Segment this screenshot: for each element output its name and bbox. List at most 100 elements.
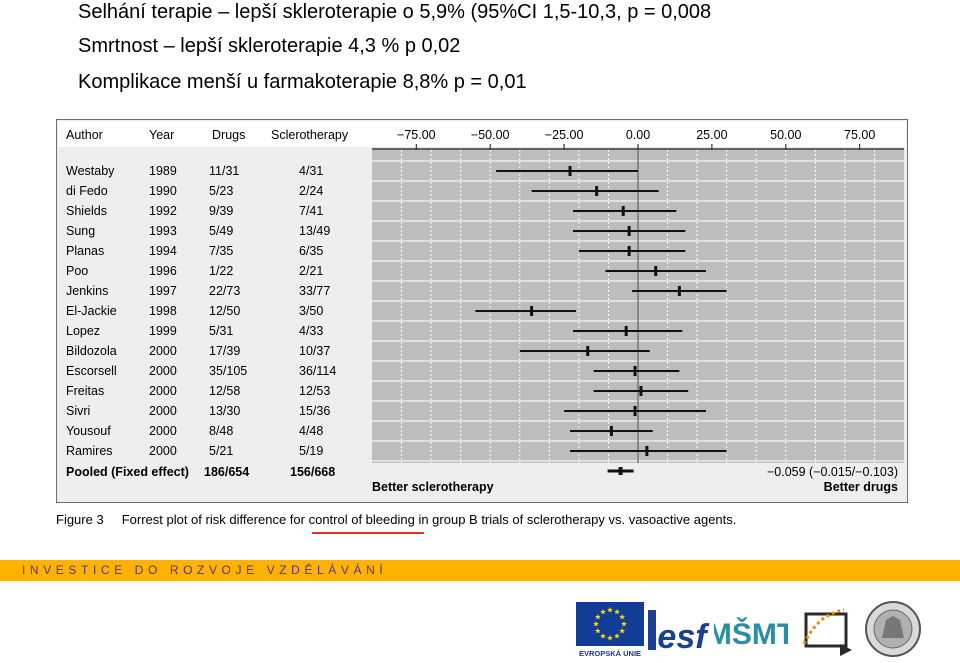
pooled-estimate: −0.059 (−0.015/−0.103): [767, 465, 898, 479]
point-estimate: [639, 386, 643, 396]
row-drugs: 1/22: [209, 264, 233, 278]
msmt-logo: MŠMT: [714, 617, 788, 651]
pooled-estimate: [618, 467, 623, 475]
row-sclero: 3/50: [299, 304, 323, 318]
row-year: 1990: [149, 184, 177, 198]
point-estimate: [530, 306, 534, 316]
pooled-label: Pooled (Fixed effect): [66, 465, 189, 479]
row-drugs: 35/105: [209, 364, 247, 378]
plot-grid: [372, 150, 904, 463]
caption-text: Forrest plot of risk difference for cont…: [121, 512, 737, 527]
op-vk-logo: [802, 608, 852, 656]
row-year: 2000: [149, 364, 177, 378]
eu-star: [595, 628, 601, 634]
msmt-wordmark: MŠMT: [714, 617, 788, 651]
pooled-mark: [607, 467, 634, 475]
row-sclero: 15/36: [299, 404, 330, 418]
point-estimate: [595, 186, 599, 196]
row-sclero: 7/41: [299, 204, 323, 218]
header-year: Year: [149, 128, 174, 142]
column-headers: Author Year Drugs Sclerotherapy: [66, 128, 349, 142]
row-drugs: 5/23: [209, 184, 233, 198]
eu-star: [600, 608, 606, 615]
row-sclero: 13/49: [299, 224, 330, 238]
better-drugs-label: Better drugs: [824, 480, 898, 494]
row-author: Bildozola: [66, 344, 117, 358]
row-drugs: 7/35: [209, 244, 233, 258]
row-drugs: 22/73: [209, 284, 240, 298]
point-estimate: [633, 366, 637, 376]
pooled-row: Pooled (Fixed effect) 186/654 156/668 −0…: [66, 465, 898, 479]
x-tick-label: 75.00: [844, 128, 875, 142]
point-estimate: [568, 166, 572, 176]
esf-background: [648, 604, 710, 656]
row-sclero: 36/114: [299, 364, 336, 378]
point-estimate: [621, 206, 625, 216]
eu-star: [619, 614, 625, 620]
point-estimate: [645, 446, 649, 456]
pooled-sclero: 156/668: [290, 465, 335, 479]
row-author: Freitas: [66, 384, 104, 398]
row-sclero: 33/77: [299, 284, 330, 298]
row-year: 1996: [149, 264, 177, 278]
x-tick-label: 25.00: [696, 128, 727, 142]
point-estimate: [624, 326, 628, 336]
row-author: Shields: [66, 204, 107, 218]
row-year: 2000: [149, 424, 177, 438]
row-sclero: 5/19: [299, 444, 323, 458]
row-sclero: 10/37: [299, 344, 330, 358]
study-marks: [475, 166, 727, 456]
header-drugs: Drugs: [212, 128, 245, 142]
op-arc: [802, 608, 845, 645]
row-drugs: 9/39: [209, 204, 233, 218]
row-year: 1992: [149, 204, 177, 218]
esf-bar: [648, 610, 656, 650]
row-drugs: 11/31: [209, 164, 239, 178]
x-tick-label: 0.00: [626, 128, 650, 142]
row-year: 2000: [149, 344, 177, 358]
row-sclero: 4/48: [299, 424, 323, 438]
row-drugs: 8/48: [209, 424, 233, 438]
figure-caption: Figure 3 Forrest plot of risk difference …: [56, 512, 736, 527]
row-sclero: 12/53: [299, 384, 330, 398]
row-drugs: 12/50: [209, 304, 240, 318]
point-estimate: [633, 406, 637, 416]
caption-figure-label: Figure 3: [56, 512, 104, 527]
esf-wordmark: esf: [657, 618, 710, 656]
eu-star: [614, 608, 620, 615]
row-year: 2000: [149, 384, 177, 398]
row-drugs: 5/31: [209, 324, 233, 338]
esf-logo: esf: [648, 604, 710, 656]
eu-stars: [593, 607, 627, 641]
header-sclerotherapy: Sclerotherapy: [271, 128, 349, 142]
row-year: 1993: [149, 224, 177, 238]
header-strip: [58, 121, 906, 147]
row-author: Sivri: [66, 404, 90, 418]
banner-bar: INVESTICE DO ROZVOJE VZDĚLÁVÁNÍ: [0, 560, 960, 581]
row-sclero: 6/35: [299, 244, 323, 258]
row-sclero: 2/21: [299, 264, 323, 278]
row-year: 2000: [149, 444, 177, 458]
university-seal-logo: [865, 601, 921, 657]
row-year: 1994: [149, 244, 177, 258]
row-sclero: 4/31: [299, 164, 323, 178]
row-author: Planas: [66, 244, 104, 258]
point-estimate: [609, 426, 613, 436]
seal-figure: [882, 616, 904, 638]
row-drugs: 5/49: [209, 224, 233, 238]
op-arrow: [840, 644, 852, 656]
op-frame: [804, 612, 848, 648]
eu-star: [614, 633, 620, 639]
point-estimate: [654, 266, 658, 276]
banner-text: INVESTICE DO ROZVOJE VZDĚLÁVÁNÍ: [22, 563, 388, 577]
row-author: Westaby: [66, 164, 115, 178]
pooled-drugs: 186/654: [204, 465, 249, 479]
caption-highlight-underline: [312, 532, 424, 534]
eu-label: EVROPSKÁ UNIE: [579, 649, 641, 658]
better-sclerotherapy-label: Better sclerotherapy: [372, 480, 494, 494]
eu-star: [621, 621, 627, 627]
point-estimate: [677, 286, 681, 296]
row-sclero: 4/33: [299, 324, 323, 338]
eu-star: [595, 614, 601, 620]
forest-plot-figure: Author Year Drugs Sclerotherapy −75.00 −5…: [56, 119, 908, 503]
